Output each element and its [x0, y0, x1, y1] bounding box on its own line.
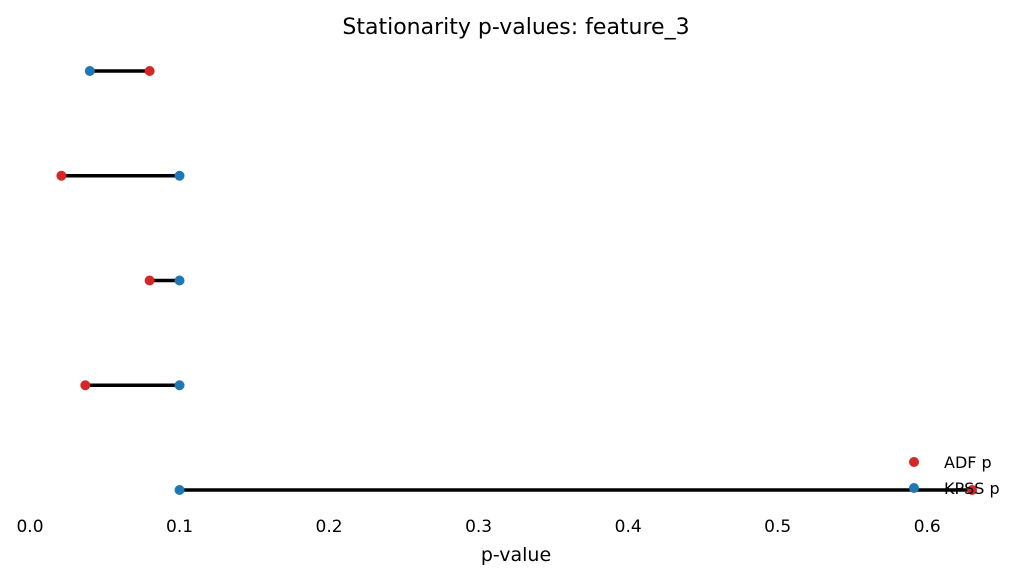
kpss-point	[174, 275, 185, 286]
kpss-point	[174, 170, 185, 181]
kpss-point	[174, 380, 185, 391]
adf-point	[144, 66, 155, 76]
connector-group	[61, 69, 973, 492]
kpss-point	[174, 485, 185, 495]
legend-marker-adf	[909, 457, 919, 467]
adf-point	[80, 380, 91, 391]
adf-point	[967, 485, 978, 495]
x-tick-label: 0.5	[764, 517, 791, 537]
legend-label-kpss: KPSS p	[944, 479, 1000, 498]
x-tick-label: 0.1	[166, 517, 193, 537]
kpss-point	[84, 66, 95, 76]
x-tick-label: 0.2	[316, 517, 343, 537]
chart-title: Stationarity p-values: feature_3	[342, 15, 689, 40]
legend-marker-kpss	[909, 483, 919, 493]
x-tick-label: 0.6	[914, 517, 941, 537]
adf-point	[56, 170, 67, 181]
legend: ADF p KPSS p	[909, 453, 1000, 498]
adf-point	[144, 275, 155, 286]
x-tick-label: 0.3	[465, 517, 492, 537]
x-axis-label: p-value	[481, 544, 551, 566]
x-tick-labels: 0.0 0.1 0.2 0.3 0.4 0.5 0.6	[16, 517, 940, 537]
point-group	[56, 66, 978, 495]
legend-label-adf: ADF p	[944, 453, 992, 472]
x-tick-label: 0.0	[16, 517, 43, 537]
x-tick-label: 0.4	[615, 517, 642, 537]
